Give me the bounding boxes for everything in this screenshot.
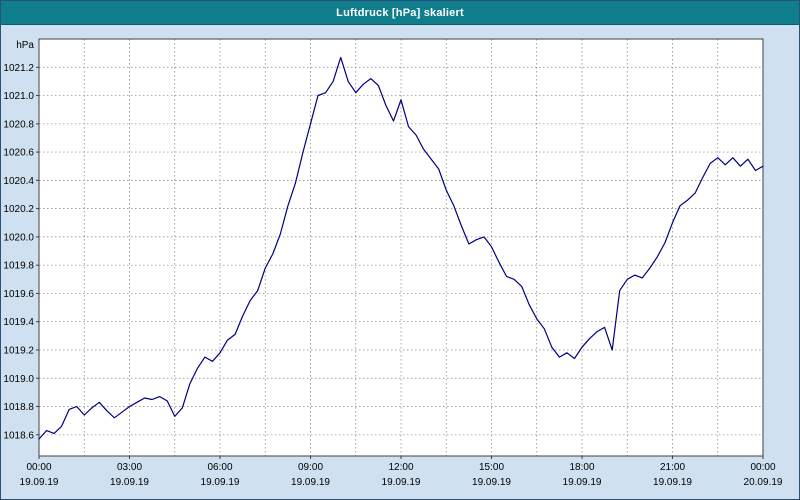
x-tick-date-label: 19.09.19 (563, 477, 602, 488)
x-tick-time-label: 06:00 (207, 462, 232, 473)
y-tick-label: 1020.4 (3, 176, 34, 187)
x-tick-date-label: 19.09.19 (653, 477, 692, 488)
x-tick-date-label: 19.09.19 (291, 477, 330, 488)
y-tick-label: 1019.2 (3, 345, 34, 356)
y-tick-label: 1020.6 (3, 148, 34, 159)
pressure-series-line (38, 56, 764, 440)
y-tick-label: 1020.0 (3, 232, 34, 243)
y-tick-label: 1019.0 (3, 374, 34, 385)
y-tick-label: 1020.2 (3, 204, 34, 215)
x-tick-date-label: 19.09.19 (201, 477, 240, 488)
y-tick-label: 1021.2 (3, 63, 34, 74)
chart-container: 1018.6 1018.8 1019.0 1019.2 1019.4 1019.6 1019… (1, 25, 799, 499)
x-tick-time-label: 03:00 (117, 462, 142, 473)
x-tick-date-label: 19.09.19 (382, 477, 421, 488)
x-tick-time-label: 21:00 (660, 462, 685, 473)
x-tick-time-label: 15:00 (479, 462, 504, 473)
pressure-line-chart: 1018.6 1018.8 1019.0 1019.2 1019.4 1019.6 1019… (3, 38, 783, 488)
x-tick-time-label: 18:00 (569, 462, 594, 473)
y-tick-label: 1020.8 (3, 119, 34, 130)
x-tick-date-label: 19.09.19 (20, 477, 59, 488)
x-tick-time-label: 00:00 (26, 462, 51, 473)
y-tick-label: 1019.8 (3, 261, 34, 272)
y-tick-label: 1021.0 (3, 91, 34, 102)
window-title: Luftdruck [hPa] skaliert (336, 6, 464, 19)
x-tick-time-label: 12:00 (388, 462, 413, 473)
x-tick-time-label: 09:00 (298, 462, 323, 473)
x-tick-time-label: 00:00 (750, 462, 775, 473)
y-tick-label: 1019.6 (3, 289, 34, 300)
y-axis-unit-label: hPa (16, 40, 34, 51)
x-tick-date-label: 20.09.19 (744, 477, 783, 488)
title-bar: Luftdruck [hPa] skaliert (1, 1, 799, 25)
y-tick-label: 1018.6 (3, 430, 34, 441)
y-tick-label: 1019.4 (3, 317, 34, 328)
x-tick-date-label: 19.09.19 (472, 477, 511, 488)
y-tick-label: 1018.8 (3, 402, 34, 413)
x-tick-date-label: 19.09.19 (110, 477, 149, 488)
